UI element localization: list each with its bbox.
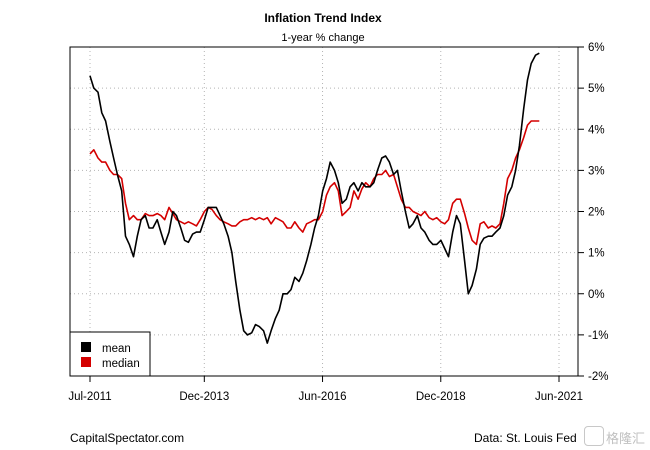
y-tick-label: -1% bbox=[588, 330, 608, 342]
y-tick-label: 1% bbox=[588, 248, 605, 260]
y-tick-label: 4% bbox=[588, 124, 605, 136]
watermark-logo-icon bbox=[584, 426, 604, 446]
x-axis: Jul-2011 Dec-2013 Jun-2016 Dec-2018 Jun-2021 bbox=[68, 376, 583, 403]
legend-swatch-mean bbox=[81, 342, 91, 352]
legend-label-median: median bbox=[102, 358, 140, 370]
y-tick-label: 2% bbox=[588, 207, 605, 219]
legend: mean median bbox=[69, 331, 151, 377]
y-tick-label: 3% bbox=[588, 165, 605, 177]
series-line-median bbox=[89, 120, 540, 246]
series-lines bbox=[89, 52, 540, 344]
y-tick-label: 6% bbox=[588, 42, 605, 54]
footer-data-source: Data: St. Louis Fed bbox=[474, 431, 577, 445]
legend-swatch-median bbox=[81, 357, 91, 367]
y-axis: 6% 5% 4% 3% 2% 1% 0% -1% -2% bbox=[578, 42, 608, 383]
legend-label-mean: mean bbox=[102, 343, 131, 355]
legend-box bbox=[69, 331, 151, 377]
footer-source-site: CapitalSpectator.com bbox=[70, 431, 185, 445]
x-tick-label: Dec-2018 bbox=[416, 391, 466, 403]
chart-subtitle: 1-year % change bbox=[281, 32, 364, 44]
x-tick-label: Dec-2013 bbox=[179, 391, 229, 403]
x-tick-label: Jun-2016 bbox=[299, 391, 347, 403]
y-tick-label: 5% bbox=[588, 83, 605, 95]
x-tick-label: Jun-2021 bbox=[535, 391, 583, 403]
x-tick-label: Jul-2011 bbox=[68, 391, 111, 403]
y-tick-label: -2% bbox=[588, 371, 608, 383]
chart-title: Inflation Trend Index bbox=[264, 11, 382, 25]
y-tick-label: 0% bbox=[588, 289, 605, 301]
watermark-text: 格隆汇 bbox=[606, 431, 646, 446]
series-line-mean bbox=[89, 52, 540, 344]
